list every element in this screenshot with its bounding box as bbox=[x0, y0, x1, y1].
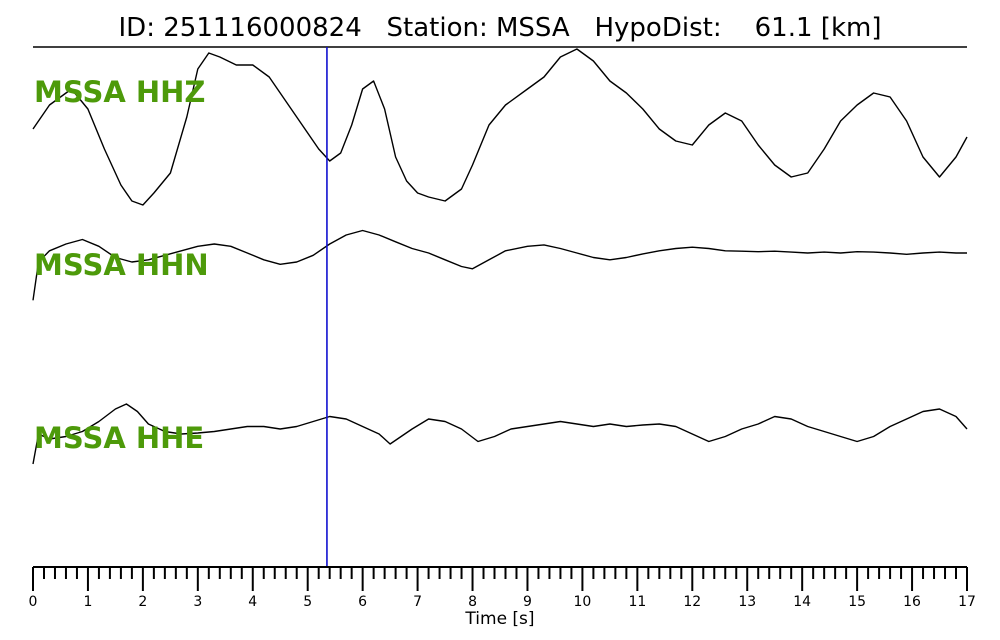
x-tick-label: 12 bbox=[683, 594, 701, 610]
channel-label-group: MSSA HHZ MSSA HHN MSSA HHE bbox=[34, 75, 209, 455]
x-tick-label: 10 bbox=[573, 594, 591, 610]
x-tick-label: 13 bbox=[738, 594, 756, 610]
time-axis: 0 1 2 3 4 5 6 7 8 9 10 11 12 13 14 15 16 17 bbox=[29, 566, 976, 610]
waveform-trace bbox=[32, 48, 968, 206]
chart-title: ID: 251116000824 Station: MSSA HypoDist:… bbox=[119, 13, 882, 43]
x-axis-label: Time [s] bbox=[464, 609, 534, 629]
x-tick-label: 15 bbox=[848, 594, 866, 610]
channel-label: MSSA HHZ bbox=[34, 75, 205, 109]
waveform-trace bbox=[32, 229, 967, 301]
channel-label: MSSA HHN bbox=[34, 248, 209, 282]
x-tick-label: 6 bbox=[358, 594, 367, 610]
x-tick-label: 2 bbox=[138, 594, 147, 610]
x-tick-label: 0 bbox=[29, 594, 38, 610]
x-tick-label: 11 bbox=[628, 594, 646, 610]
x-tick-label: 4 bbox=[248, 594, 257, 610]
x-tick-label: 9 bbox=[523, 594, 532, 610]
x-tick-label: 5 bbox=[303, 594, 312, 610]
channel-label: MSSA HHE bbox=[34, 421, 204, 455]
x-tick-label: 16 bbox=[903, 594, 921, 610]
trace-group bbox=[32, 48, 968, 465]
x-tick-label: 17 bbox=[958, 594, 976, 610]
waveform-trace bbox=[32, 403, 968, 465]
x-tick-label: 8 bbox=[468, 594, 477, 610]
x-tick-label: 3 bbox=[193, 594, 202, 610]
x-tick-label: 1 bbox=[83, 594, 92, 610]
x-tick-label: 7 bbox=[413, 594, 422, 610]
x-tick-label: 14 bbox=[793, 594, 811, 610]
